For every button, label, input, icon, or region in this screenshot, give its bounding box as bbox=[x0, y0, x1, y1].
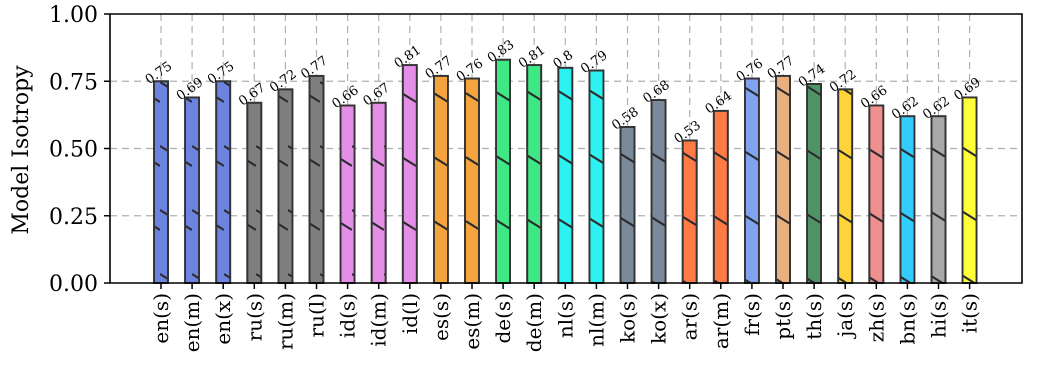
bar-group bbox=[526, 64, 543, 284]
bar-group bbox=[650, 99, 667, 284]
bar-group bbox=[868, 104, 885, 284]
bar-group bbox=[619, 126, 636, 284]
bar-group bbox=[712, 109, 729, 284]
bar-group bbox=[215, 80, 232, 284]
bar-group bbox=[464, 77, 480, 284]
bar-group bbox=[308, 74, 325, 284]
bar-hatch bbox=[900, 116, 915, 283]
bar-hatch bbox=[527, 65, 542, 283]
y-tick-label: 0.00 bbox=[49, 272, 98, 297]
bar-group bbox=[899, 115, 916, 284]
bar-hatch bbox=[496, 59, 511, 284]
x-tick-label: nl(s) bbox=[553, 293, 577, 338]
x-tick-label: pt(s) bbox=[771, 293, 795, 340]
bar-hatch bbox=[402, 65, 417, 283]
bar-group bbox=[370, 101, 387, 284]
bar-group bbox=[681, 139, 698, 284]
bar-hatch bbox=[682, 140, 697, 283]
x-tick-label: bn(s) bbox=[895, 293, 919, 345]
bar-hatch bbox=[962, 97, 977, 283]
x-tick-label: fr(s) bbox=[740, 293, 764, 336]
x-tick-label: es(s) bbox=[429, 293, 453, 341]
y-axis-ticks: 0.00 0.25 0.50 0.75 1.00 bbox=[49, 3, 110, 297]
bar-hatch bbox=[713, 110, 728, 283]
bar-hatch bbox=[558, 67, 573, 283]
bar-group bbox=[961, 96, 978, 284]
bar-group bbox=[246, 101, 263, 284]
y-tick-label: 0.50 bbox=[49, 138, 98, 163]
x-tick-label: ru(l) bbox=[305, 293, 329, 337]
x-axis-ticks: en(s) en(m) en(x) ru(s) ru(m) ru(l) id(s) id(m)… bbox=[149, 283, 982, 352]
x-tick-label: ru(s) bbox=[242, 293, 266, 341]
x-tick-label: it(s) bbox=[958, 293, 982, 333]
bar-group bbox=[837, 88, 854, 284]
bar-group bbox=[775, 74, 791, 284]
x-tick-label: en(x) bbox=[211, 293, 235, 345]
bar-hatch bbox=[278, 89, 293, 283]
bar-hatch bbox=[931, 116, 946, 283]
bar-hatch bbox=[620, 126, 635, 283]
x-tick-label: id(l) bbox=[398, 293, 422, 334]
axes bbox=[109, 13, 1023, 284]
x-tick-label: id(m) bbox=[367, 293, 391, 347]
bar-group bbox=[339, 104, 356, 284]
bar-hatch bbox=[869, 105, 884, 284]
bar-hatch bbox=[838, 89, 853, 283]
bar-group bbox=[495, 58, 512, 284]
bar-hatch bbox=[247, 102, 262, 284]
bar-hatch bbox=[465, 78, 479, 283]
x-tick-label: ru(m) bbox=[273, 293, 297, 350]
x-tick-label: es(m) bbox=[460, 293, 484, 350]
bar-group bbox=[588, 69, 605, 284]
bar-group bbox=[557, 66, 574, 284]
axes-frame bbox=[109, 13, 1023, 284]
x-tick-label: id(s) bbox=[336, 293, 360, 338]
x-tick-label: zh(s) bbox=[864, 293, 888, 342]
bar-hatch bbox=[807, 83, 822, 283]
bar-hatch bbox=[185, 97, 200, 283]
x-tick-label: ar(s) bbox=[678, 293, 702, 340]
bar-group bbox=[744, 77, 760, 284]
x-tick-label: ko(s) bbox=[616, 293, 640, 343]
x-tick-label: th(s) bbox=[802, 293, 826, 340]
bar-group bbox=[432, 74, 449, 284]
bar-hatch bbox=[216, 81, 231, 283]
bar-group bbox=[277, 88, 294, 284]
x-tick-label: de(s) bbox=[491, 293, 515, 344]
x-tick-label: ko(x) bbox=[647, 293, 671, 344]
bar-hatch bbox=[371, 102, 386, 284]
bar-hatch bbox=[744, 78, 759, 283]
x-tick-label: en(m) bbox=[180, 293, 204, 352]
bar-group bbox=[184, 96, 201, 284]
x-tick-label: hi(s) bbox=[927, 293, 951, 338]
bar-hatch bbox=[340, 105, 355, 284]
y-axis-label: Model Isotropy bbox=[9, 65, 34, 235]
x-tick-label: ar(m) bbox=[709, 293, 733, 349]
bar-hatch bbox=[154, 81, 168, 283]
x-tick-label: en(s) bbox=[149, 293, 173, 344]
y-tick-label: 0.25 bbox=[49, 205, 98, 230]
bar-group bbox=[806, 83, 822, 284]
bar-group bbox=[930, 115, 947, 284]
bar-hatch bbox=[776, 75, 790, 284]
bar-hatch bbox=[433, 75, 448, 284]
bar-hatch bbox=[589, 70, 604, 284]
x-tick-label: nl(m) bbox=[584, 293, 608, 347]
y-tick-label: 1.00 bbox=[49, 3, 98, 28]
x-tick-label: ja(s) bbox=[833, 293, 857, 339]
x-tick-label: de(m) bbox=[522, 293, 546, 352]
bar-group bbox=[153, 80, 169, 284]
bar-hatch bbox=[309, 75, 324, 284]
bar-hatch bbox=[651, 100, 666, 283]
bars bbox=[153, 58, 978, 284]
bar-group bbox=[401, 64, 418, 284]
y-tick-label: 0.75 bbox=[49, 70, 98, 95]
